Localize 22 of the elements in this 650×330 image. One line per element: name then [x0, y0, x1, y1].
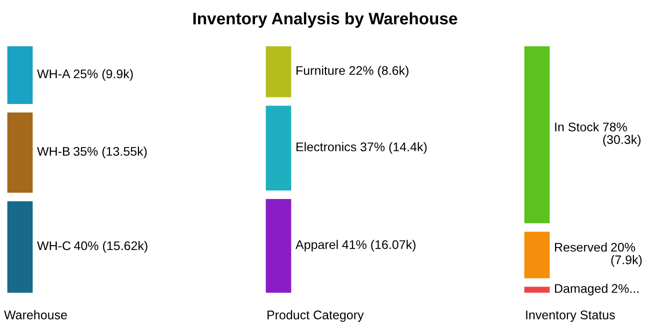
- data-label: 40% (15.62k): [74, 241, 148, 253]
- data-label: 20% (7.9k): [611, 242, 642, 267]
- category-label: Apparel: [296, 240, 338, 252]
- data-label: 2%...: [612, 284, 638, 293]
- text: Warehouse: [4, 310, 67, 320]
- text: Inventory Status: [526, 310, 615, 322]
- category-label: WH-C: [37, 241, 71, 250]
- category-label: WH-B: [37, 147, 70, 156]
- category-label: In Stock: [555, 122, 600, 132]
- data-label: 25% (9.9k): [74, 69, 133, 81]
- text: Product Category: [268, 310, 364, 322]
- category-label: Furniture: [296, 66, 345, 75]
- category-label: Reserved: [555, 242, 607, 252]
- category-label: Electronics: [296, 142, 356, 152]
- data-label: 35% (13.55k): [74, 146, 147, 158]
- category-label: WH-A: [37, 70, 70, 78]
- data-label: 78% (30.3k): [603, 122, 641, 146]
- category-label: Damaged: [555, 284, 608, 296]
- data-label: 41% (16.07k): [342, 240, 416, 252]
- data-label: 22% (8.6k): [349, 66, 408, 78]
- text: Inventory Analysis by Warehouse: [193, 12, 458, 28]
- data-label: 37% (14.4k): [360, 142, 427, 154]
